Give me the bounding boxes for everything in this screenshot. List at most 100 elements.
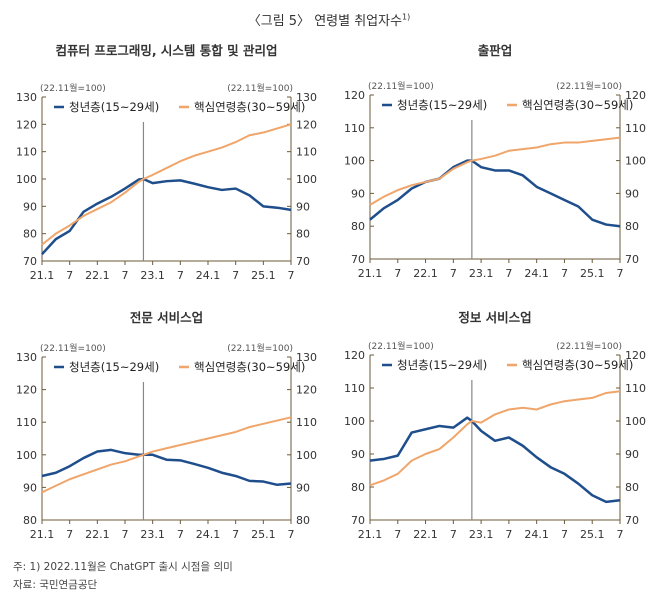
- x-tick-label: 21.1: [30, 528, 55, 541]
- x-tick-label: 21.1: [30, 269, 55, 282]
- y-tick-label: 70: [23, 255, 37, 268]
- right-unit-label: (22.11월=100): [227, 82, 293, 94]
- series-line-core: [369, 136, 621, 206]
- x-tick-label: 25.1: [580, 528, 605, 541]
- x-tick-label: 7: [450, 267, 457, 280]
- y-tick-label-right: 100: [625, 415, 646, 428]
- legend-label: 핵심연령층(30~59세): [194, 360, 305, 374]
- source-note: 자료: 국민연금공단: [13, 579, 98, 591]
- x-tick-label: 22.1: [413, 528, 438, 541]
- series-line-core: [41, 123, 292, 246]
- y-tick-label: 100: [16, 173, 37, 186]
- y-tick-label: 90: [351, 448, 365, 461]
- right-unit-label: (22.11월=100): [227, 342, 293, 354]
- x-tick-label: 25.1: [251, 269, 276, 282]
- y-tick-label-right: 80: [625, 481, 639, 494]
- x-tick-label: 7: [505, 528, 512, 541]
- x-tick-label: 21.1: [358, 267, 383, 280]
- x-tick-label: 23.1: [140, 528, 165, 541]
- x-tick-label: 7: [288, 269, 295, 282]
- series-line-youth: [369, 159, 621, 228]
- y-tick-label-right: 120: [625, 89, 646, 102]
- chart-panel-4: 정보 서비스업 (22.11월=100) (22.11월=100) 70 70 80 80 9…: [344, 310, 646, 541]
- left-unit-label: (22.11월=100): [368, 80, 434, 92]
- x-tick-label: 7: [122, 528, 129, 541]
- x-tick-label: 23.1: [469, 267, 494, 280]
- y-tick-label: 120: [344, 349, 365, 362]
- y-tick-label-right: 120: [625, 349, 646, 362]
- x-tick-label: 24.1: [524, 267, 549, 280]
- panel-title: 출판업: [478, 43, 513, 58]
- x-tick-label: 7: [232, 269, 239, 282]
- x-tick-label: 7: [66, 528, 73, 541]
- y-tick-label: 90: [23, 200, 37, 213]
- x-tick-label: 7: [66, 269, 73, 282]
- y-tick-label-right: 100: [296, 173, 317, 186]
- x-tick-label: 25.1: [580, 267, 605, 280]
- chart-panel-3: 전문 서비스업 (22.11월=100) (22.11월=100) 80 80 90 90 1…: [16, 310, 317, 541]
- y-tick-label-right: 70: [625, 514, 639, 527]
- y-tick-label-right: 100: [296, 449, 317, 462]
- legend-label: 청년층(15~29세): [397, 358, 487, 372]
- x-tick-label: 7: [505, 267, 512, 280]
- y-tick-label-right: 120: [296, 118, 317, 131]
- legend-label: 청년층(15~29세): [69, 100, 159, 114]
- right-unit-label: (22.11월=100): [556, 80, 622, 92]
- y-tick-label-right: 80: [296, 228, 310, 241]
- y-tick-label-right: 120: [296, 384, 317, 397]
- legend-label: 청년층(15~29세): [397, 98, 487, 112]
- y-tick-label: 80: [23, 514, 37, 527]
- figure-title: 〈그림 5〉 연령별 취업자수1): [0, 10, 658, 29]
- y-tick-label: 120: [16, 384, 37, 397]
- y-tick-label: 130: [16, 351, 37, 364]
- panel-title: 컴퓨터 프로그래밍, 시스템 통합 및 관리업: [55, 43, 277, 58]
- y-tick-label-right: 90: [296, 200, 310, 213]
- y-tick-label-right: 110: [625, 382, 646, 395]
- x-tick-label: 7: [450, 528, 457, 541]
- y-tick-label-right: 130: [296, 91, 317, 104]
- y-tick-label: 110: [344, 122, 365, 135]
- x-tick-label: 25.1: [251, 528, 276, 541]
- y-tick-label-right: 70: [296, 255, 310, 268]
- y-tick-label: 80: [351, 220, 365, 233]
- x-tick-label: 7: [394, 528, 401, 541]
- x-tick-label: 7: [561, 528, 568, 541]
- y-tick-label: 120: [16, 118, 37, 131]
- left-unit-label: (22.11월=100): [368, 340, 434, 352]
- y-tick-label-right: 110: [296, 146, 317, 159]
- chart-panel-1: 컴퓨터 프로그래밍, 시스템 통합 및 관리업 (22.11월=100) (22.1…: [16, 43, 317, 282]
- x-tick-label: 23.1: [469, 528, 494, 541]
- y-tick-label: 110: [16, 146, 37, 159]
- series-line-youth: [369, 416, 621, 504]
- x-tick-label: 7: [122, 269, 129, 282]
- series-line-youth: [41, 448, 292, 487]
- legend-label: 핵심연령층(30~59세): [522, 358, 633, 372]
- x-tick-label: 24.1: [196, 269, 221, 282]
- y-tick-label: 90: [351, 187, 365, 200]
- y-tick-label-right: 110: [296, 416, 317, 429]
- x-tick-label: 7: [232, 528, 239, 541]
- y-tick-label-right: 80: [296, 514, 310, 527]
- x-tick-label: 7: [177, 528, 184, 541]
- x-tick-label: 7: [394, 267, 401, 280]
- y-tick-label-right: 90: [625, 187, 639, 200]
- y-tick-label-right: 130: [296, 351, 317, 364]
- series-line-core: [369, 390, 621, 487]
- left-unit-label: (22.11월=100): [40, 342, 106, 354]
- x-tick-label: 7: [177, 269, 184, 282]
- y-tick-label-right: 80: [625, 220, 639, 233]
- y-tick-label-right: 70: [625, 253, 639, 266]
- x-tick-label: 24.1: [524, 528, 549, 541]
- x-tick-label: 21.1: [358, 528, 383, 541]
- y-tick-label-right: 90: [296, 481, 310, 494]
- x-tick-label: 7: [288, 528, 295, 541]
- y-tick-label: 110: [16, 416, 37, 429]
- x-tick-label: 24.1: [196, 528, 221, 541]
- y-tick-label: 70: [351, 514, 365, 527]
- legend-label: 핵심연령층(30~59세): [194, 100, 305, 114]
- y-tick-label: 130: [16, 91, 37, 104]
- x-tick-label: 23.1: [140, 269, 165, 282]
- y-tick-label: 70: [351, 253, 365, 266]
